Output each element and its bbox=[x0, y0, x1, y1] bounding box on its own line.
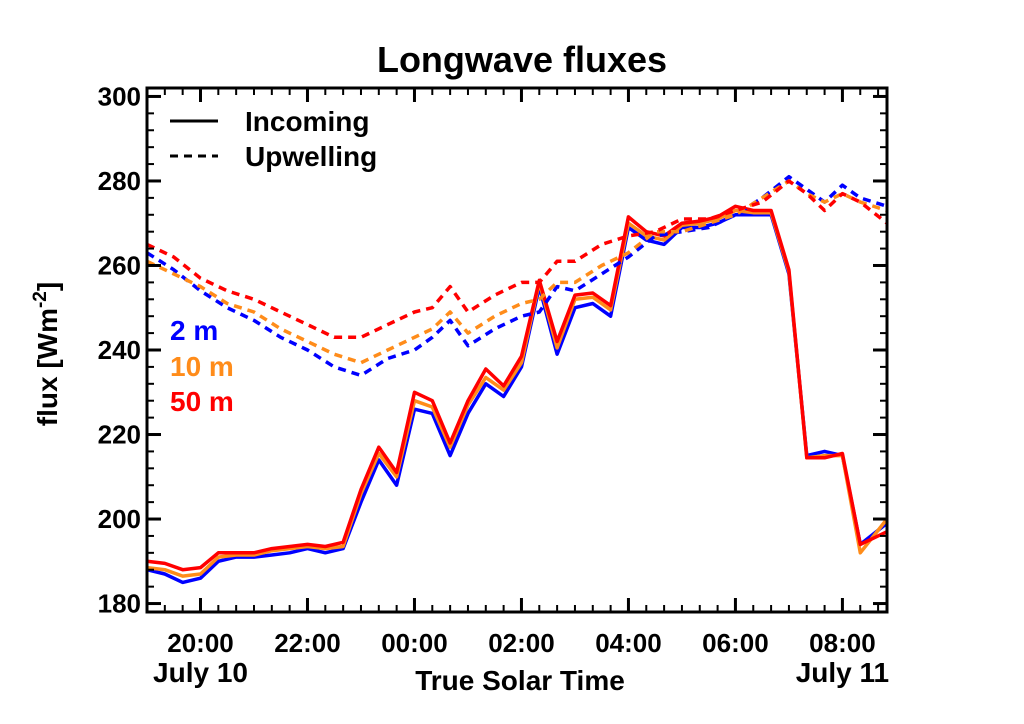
y-axis-label: flux [Wm-2] bbox=[30, 282, 63, 426]
y-tick-label: 280 bbox=[98, 166, 141, 196]
x-tick-label: 06:00 bbox=[702, 628, 769, 658]
height-label-2m: 2 m bbox=[170, 315, 218, 346]
y-axis-label-exponent: -2 bbox=[30, 291, 51, 308]
y-tick-label: 180 bbox=[98, 589, 141, 619]
y-tick-labels: 180 200 220 240 260 280 300 bbox=[98, 81, 141, 618]
upwelling-2m-line bbox=[146, 174, 888, 378]
x-tick-label: 08:00 bbox=[809, 628, 876, 658]
y-tick-label: 260 bbox=[98, 250, 141, 280]
incoming-2m-line bbox=[146, 213, 889, 585]
y-tick-label: 240 bbox=[98, 335, 141, 365]
incoming-50m-line bbox=[146, 204, 888, 572]
legend-label-upwelling: Upwelling bbox=[245, 141, 377, 172]
x-tick-label: 20:00 bbox=[167, 628, 234, 658]
legend: Incoming Upwelling bbox=[170, 106, 377, 172]
x-tick-label: 00:00 bbox=[381, 628, 448, 658]
x-axis-label: True Solar Time bbox=[415, 665, 625, 696]
upwelling-10m-line bbox=[146, 179, 888, 365]
height-label-10m: 10 m bbox=[170, 351, 234, 382]
y-axis-label-close: ] bbox=[32, 282, 63, 291]
y-axis-label-main: flux [Wm bbox=[32, 308, 63, 426]
height-label-50m: 50 m bbox=[170, 386, 234, 417]
x-tick-label: 02:00 bbox=[488, 628, 555, 658]
axis-ticks bbox=[146, 88, 887, 612]
y-tick-label: 300 bbox=[98, 81, 141, 111]
chart-title: Longwave fluxes bbox=[377, 39, 667, 80]
date-labels: July 10 July 11 bbox=[153, 657, 889, 688]
date-label: July 10 bbox=[153, 657, 248, 688]
upwelling-50m-line bbox=[146, 179, 889, 340]
date-label: July 11 bbox=[796, 657, 889, 688]
x-tick-labels: 20:00 22:00 00:00 02:00 04:00 06:00 08:00 bbox=[167, 628, 875, 658]
x-tick-label: 22:00 bbox=[274, 628, 341, 658]
incoming-10m-line bbox=[146, 208, 889, 578]
y-tick-label: 200 bbox=[98, 504, 141, 534]
legend-label-incoming: Incoming bbox=[245, 106, 369, 137]
x-tick-label: 04:00 bbox=[595, 628, 662, 658]
y-tick-label: 220 bbox=[98, 420, 141, 450]
height-labels: 2 m 10 m 50 m bbox=[170, 315, 234, 417]
series-group bbox=[146, 174, 889, 585]
